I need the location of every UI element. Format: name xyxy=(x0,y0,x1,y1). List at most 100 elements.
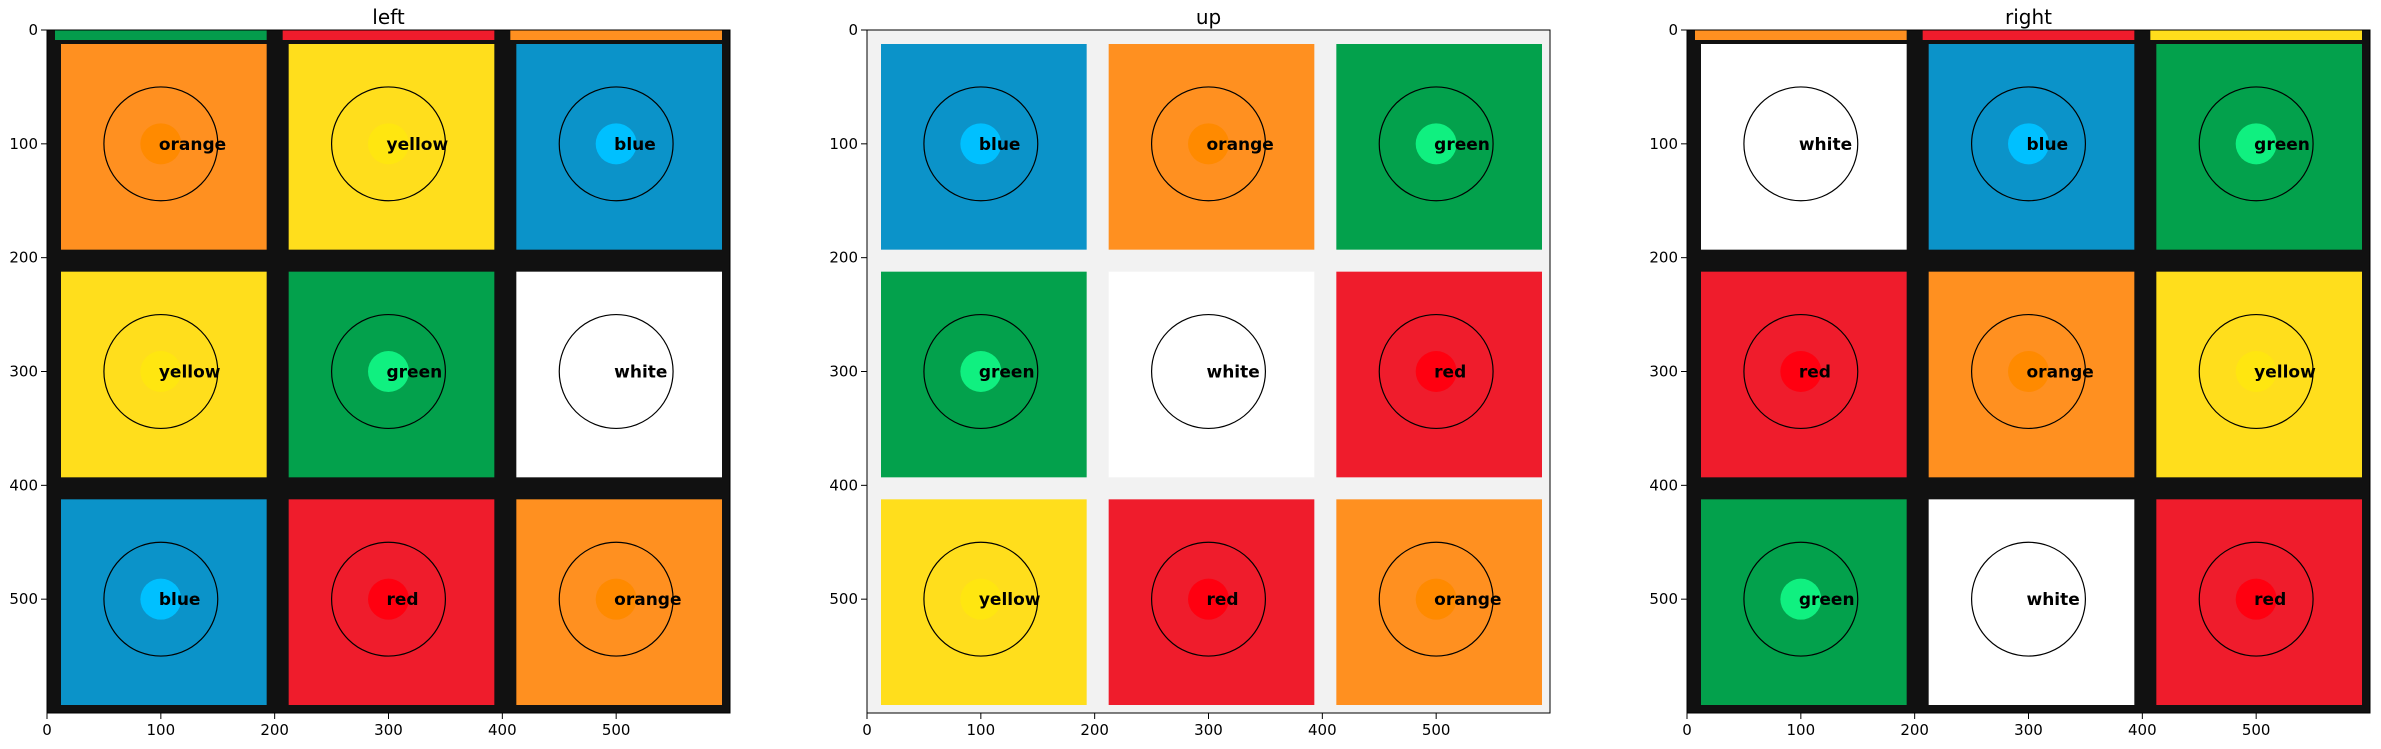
sticker-cell: green xyxy=(1701,499,1907,705)
sample-dot xyxy=(1780,578,1822,620)
sample-ring xyxy=(1150,313,1267,430)
x-tick-label: 400 xyxy=(1308,721,1337,739)
sticker-cell: orange xyxy=(1336,499,1542,705)
top-strip-segment xyxy=(510,30,722,40)
top-strip-segment xyxy=(282,30,495,40)
sticker-cell: blue xyxy=(881,44,1087,250)
sample-dot xyxy=(140,351,182,392)
sample-dot xyxy=(368,351,409,392)
panel-up: up blue orange green green white red yellow red o… xyxy=(820,0,1551,749)
sticker-cell: green xyxy=(2156,44,2362,250)
color-label: red xyxy=(387,590,419,610)
sample-ring xyxy=(1378,313,1494,430)
y-tick-label: 500 xyxy=(829,590,858,608)
sample-dot xyxy=(2235,123,2277,165)
color-label: orange xyxy=(1207,135,1274,155)
sticker-cell: blue xyxy=(1928,44,2135,250)
color-label: orange xyxy=(2027,363,2094,383)
sample-dot xyxy=(140,578,182,620)
sample-dot xyxy=(960,578,1002,620)
sample-ring xyxy=(1378,86,1494,202)
sample-dot xyxy=(960,351,1002,392)
sample-ring xyxy=(103,313,219,430)
x-tick-label: 200 xyxy=(1900,721,1929,739)
panel-title: left xyxy=(372,5,405,29)
color-label: green xyxy=(1434,135,1490,155)
sample-ring xyxy=(1150,86,1267,202)
color-label: yellow xyxy=(159,363,221,383)
sticker-cell: orange xyxy=(1108,44,1315,250)
x-tick-label: 300 xyxy=(2014,721,2043,739)
y-tick-label: 100 xyxy=(9,135,38,153)
color-label: yellow xyxy=(2254,363,2316,383)
color-label: green xyxy=(2254,135,2310,155)
color-label: yellow xyxy=(979,590,1041,610)
x-tick-label: 100 xyxy=(147,721,176,739)
sticker-cell: white xyxy=(1108,271,1315,478)
color-label: white xyxy=(1799,135,1852,155)
y-tick-label: 0 xyxy=(28,21,38,39)
sample-ring xyxy=(330,541,447,657)
color-label: blue xyxy=(159,590,201,610)
sample-dot xyxy=(1188,351,1229,392)
color-label: white xyxy=(1207,363,1260,383)
sample-dot xyxy=(595,578,637,620)
color-label: green xyxy=(387,363,443,383)
sticker-cell: green xyxy=(1336,44,1542,250)
sample-dot xyxy=(1780,351,1822,392)
y-tick-label: 100 xyxy=(829,135,858,153)
color-label: yellow xyxy=(387,135,449,155)
sticker-cell: yellow xyxy=(288,44,495,250)
sticker-cell: white xyxy=(516,271,722,478)
color-label: blue xyxy=(2027,135,2069,155)
sticker-cell: red xyxy=(2156,499,2362,705)
sample-ring xyxy=(923,313,1039,430)
sample-ring xyxy=(2198,313,2314,430)
sticker-cell: yellow xyxy=(881,499,1087,705)
sample-ring xyxy=(1970,313,2087,430)
color-label: red xyxy=(1799,363,1831,383)
sample-ring xyxy=(2198,541,2314,657)
sticker-cell: blue xyxy=(516,44,722,250)
sample-dot xyxy=(1415,123,1457,165)
sample-dot xyxy=(1415,578,1457,620)
color-label: orange xyxy=(614,590,681,610)
sample-ring xyxy=(330,313,447,430)
sample-ring xyxy=(1378,541,1494,657)
x-tick-label: 500 xyxy=(2242,721,2271,739)
sample-ring xyxy=(1970,541,2087,657)
sample-ring xyxy=(103,541,219,657)
sticker-cell: yellow xyxy=(2156,271,2362,478)
y-tick-label: 500 xyxy=(9,590,38,608)
color-label: red xyxy=(1207,590,1239,610)
sample-ring xyxy=(558,86,674,202)
x-tick-label: 300 xyxy=(374,721,403,739)
sticker-cell: orange xyxy=(516,499,722,705)
sample-dot xyxy=(140,123,182,165)
sample-ring xyxy=(1970,86,2087,202)
sticker-cell: orange xyxy=(1928,271,2135,478)
x-tick-label: 500 xyxy=(1422,721,1451,739)
sticker-cell: red xyxy=(1336,271,1542,478)
sample-ring xyxy=(1743,541,1859,657)
top-strip-segment xyxy=(1695,30,1907,40)
top-strip-segment xyxy=(1922,30,2135,40)
color-label: green xyxy=(979,363,1035,383)
color-label: red xyxy=(2254,590,2286,610)
y-tick-label: 400 xyxy=(9,476,38,494)
y-tick-label: 300 xyxy=(829,363,858,381)
color-label: orange xyxy=(1434,590,1501,610)
y-tick-label: 300 xyxy=(9,363,38,381)
sample-ring xyxy=(103,86,219,202)
sample-dot xyxy=(2008,578,2049,620)
y-tick-label: 0 xyxy=(848,21,858,39)
y-tick-label: 200 xyxy=(9,249,38,267)
sample-dot xyxy=(1188,123,1229,165)
sample-dot xyxy=(368,123,409,165)
sample-ring xyxy=(558,313,674,430)
x-tick-label: 400 xyxy=(488,721,517,739)
top-strip-segment xyxy=(55,30,267,40)
sticker-cell: red xyxy=(1108,499,1315,705)
sticker-cell: blue xyxy=(61,499,267,705)
x-tick-label: 500 xyxy=(602,721,631,739)
